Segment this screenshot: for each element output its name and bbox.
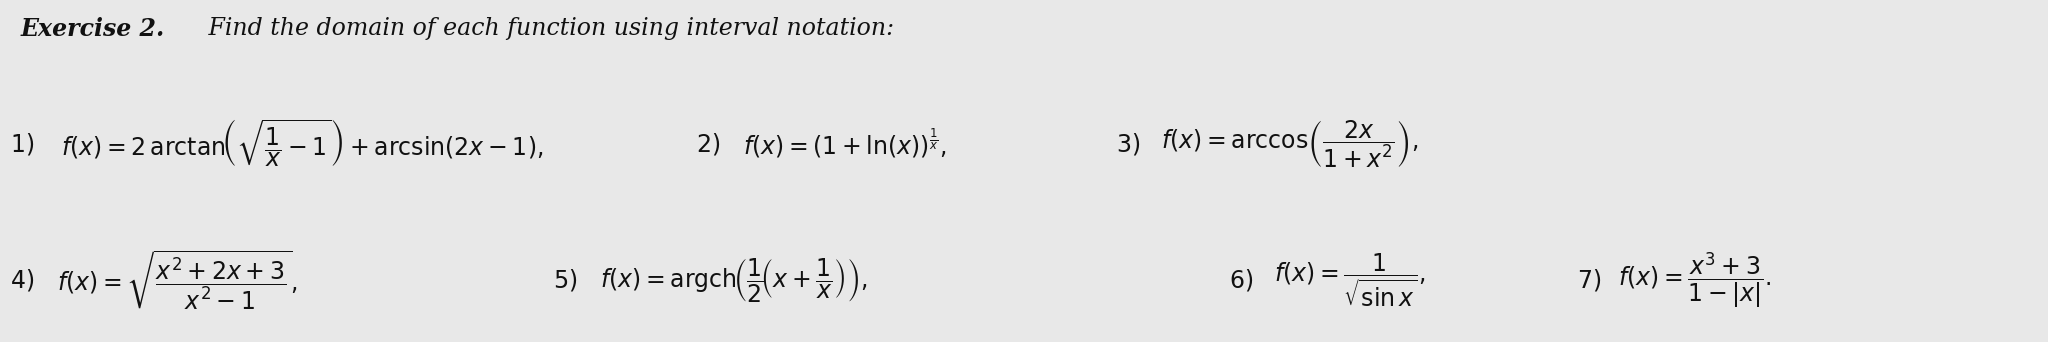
- Text: $\mathit{7)}$: $\mathit{7)}$: [1577, 267, 1602, 293]
- Text: $f(x) = \arccos\!\left(\dfrac{2x}{1+x^2}\right),$: $f(x) = \arccos\!\left(\dfrac{2x}{1+x^2}…: [1161, 118, 1419, 170]
- Text: $\mathit{2)}$: $\mathit{2)}$: [696, 131, 721, 157]
- Text: $f(x) = (1 + \ln(x))^{\frac{1}{x}},$: $f(x) = (1 + \ln(x))^{\frac{1}{x}},$: [743, 127, 946, 160]
- Text: Exercise 2.: Exercise 2.: [20, 17, 164, 41]
- Text: $\mathit{1)}$: $\mathit{1)}$: [10, 131, 35, 157]
- Text: $f(x) = \mathrm{argch}\!\left(\dfrac{1}{2}\!\left(x+\dfrac{1}{x}\right)\right),$: $f(x) = \mathrm{argch}\!\left(\dfrac{1}{…: [600, 256, 866, 304]
- Text: $\mathit{5)}$: $\mathit{5)}$: [553, 267, 578, 293]
- Text: $f(x) = \dfrac{x^3+3}{1-|x|}.$: $f(x) = \dfrac{x^3+3}{1-|x|}.$: [1618, 251, 1772, 310]
- Text: $\mathit{4)}$: $\mathit{4)}$: [10, 267, 35, 293]
- Text: $f(x) = \sqrt{\dfrac{x^2+2x+3}{x^2-1}},$: $f(x) = \sqrt{\dfrac{x^2+2x+3}{x^2-1}},$: [57, 249, 297, 312]
- Text: $\mathit{3)}$: $\mathit{3)}$: [1116, 131, 1141, 157]
- Text: $f(x) = \dfrac{1}{\sqrt{\sin x}},$: $f(x) = \dfrac{1}{\sqrt{\sin x}},$: [1274, 251, 1425, 310]
- Text: Find the domain of each function using interval notation:: Find the domain of each function using i…: [201, 17, 893, 40]
- Text: $\mathit{6)}$: $\mathit{6)}$: [1229, 267, 1253, 293]
- Text: $f(x) = 2\,\mathrm{arctan}\!\left(\sqrt{\dfrac{1}{x}-1}\right) + \arcsin(2x-1),$: $f(x) = 2\,\mathrm{arctan}\!\left(\sqrt{…: [61, 118, 545, 170]
